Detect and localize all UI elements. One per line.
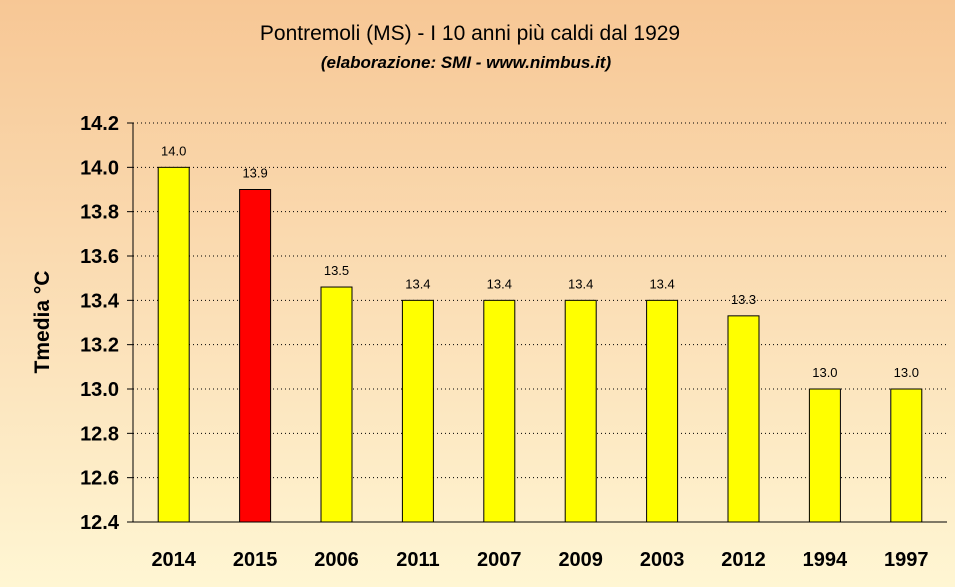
y-tick-label: 12.4 <box>80 512 120 534</box>
bar-2012 <box>727 315 760 523</box>
data-label: 14.0 <box>161 143 186 158</box>
x-tick-label: 2003 <box>640 549 685 571</box>
y-tick-label: 14.0 <box>80 157 119 179</box>
y-tick-label: 13.2 <box>80 335 119 357</box>
data-label: 13.4 <box>487 276 512 291</box>
y-tick-label: 14.2 <box>80 113 119 135</box>
x-tick-label: 2009 <box>558 549 603 571</box>
x-tick-label: 1997 <box>884 549 929 571</box>
labels: 12.4 12.6 12.8 13.0 13.2 13.4 13.6 13.8 14.0 14.2… <box>80 113 928 571</box>
data-label: 13.4 <box>649 276 674 291</box>
y-tick-label: 12.8 <box>80 423 119 445</box>
axes <box>127 122 947 523</box>
y-axis-title: Tmedia °C <box>31 271 54 374</box>
bar-1997 <box>890 388 923 523</box>
x-tick-label: 2014 <box>151 549 196 571</box>
data-label: 13.4 <box>405 276 430 291</box>
y-tick-label: 13.6 <box>80 246 119 268</box>
data-label: 13.9 <box>242 166 267 181</box>
x-tick-label: 2012 <box>721 549 766 571</box>
y-tick-label: 13.4 <box>80 290 120 312</box>
y-tick-label: 13.0 <box>80 379 119 401</box>
bar-1994 <box>808 388 841 523</box>
y-tick-label: 12.6 <box>80 468 119 490</box>
bars <box>157 166 923 523</box>
y-tick-label: 13.8 <box>80 202 119 224</box>
bar-2015 <box>239 189 272 523</box>
bar-2003 <box>646 299 679 523</box>
bar-2011 <box>401 299 434 523</box>
bar-2006 <box>320 286 353 523</box>
chart-title: Pontremoli (MS) - I 10 anni più caldi da… <box>260 22 680 45</box>
data-label: 13.4 <box>568 276 593 291</box>
x-tick-label: 2006 <box>314 549 359 571</box>
bar-2009 <box>564 299 597 523</box>
x-tick-label: 2007 <box>477 549 522 571</box>
chart-subtitle: (elaborazione: SMI - www.nimbus.it) <box>321 53 612 72</box>
data-label: 13.5 <box>324 263 349 278</box>
x-tick-label: 2015 <box>233 549 278 571</box>
data-label: 13.0 <box>894 365 919 380</box>
x-tick-label: 2011 <box>396 549 439 571</box>
bar-2014 <box>157 166 190 523</box>
data-label: 13.0 <box>812 365 837 380</box>
x-tick-label: 1994 <box>803 549 848 571</box>
bar-2007 <box>483 299 516 523</box>
data-label: 13.3 <box>731 292 756 307</box>
